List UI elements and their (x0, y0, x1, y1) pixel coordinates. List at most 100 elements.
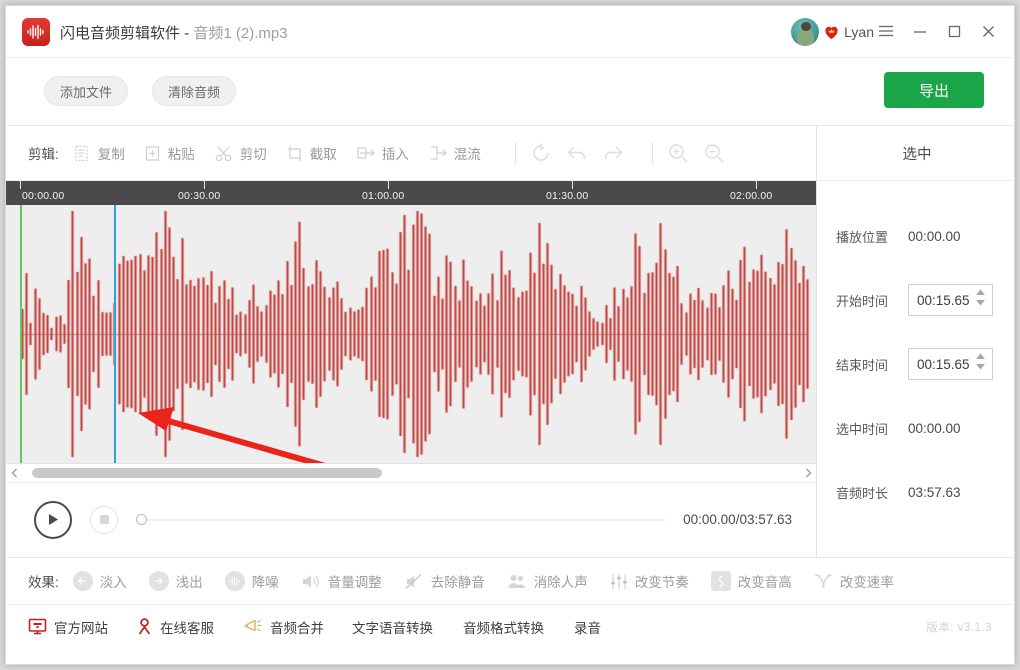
spinner-arrows (975, 353, 986, 370)
remove-vocals-button[interactable]: 消除人声 (507, 571, 588, 591)
audio-merge-link[interactable]: 音频合并 (242, 617, 324, 637)
stop-button[interactable] (90, 505, 118, 534)
clear-audio-button[interactable]: 清除音频 (152, 76, 236, 106)
time-spinner-input[interactable]: 00:15.65 (908, 284, 993, 316)
audio-format-convert-link[interactable]: 音频格式转换 (463, 620, 544, 636)
change-speed-label: 改变速率 (839, 575, 894, 590)
user-account-area[interactable]: Lyan (791, 18, 874, 46)
waveform-display[interactable] (6, 205, 816, 463)
spinner-down-button[interactable] (975, 363, 986, 370)
avatar[interactable] (791, 18, 820, 46)
scroll-left-button[interactable] (6, 468, 22, 478)
ruler-tick (20, 181, 21, 189)
ruler-label: 01:00.00 (362, 190, 405, 202)
selection-row-label: 结束时间 (836, 357, 889, 373)
change-pitch-button[interactable]: 改变音高 (710, 571, 792, 591)
minimize-button[interactable] (904, 16, 936, 46)
megaphone-icon (244, 619, 262, 632)
hamburger-menu-button[interactable] (870, 16, 902, 46)
change-tempo-label: 改变节奏 (634, 575, 689, 590)
zoom-in-button[interactable] (667, 142, 689, 164)
ruler-label: 00:00.00 (22, 190, 65, 202)
seek-slider[interactable] (136, 513, 666, 527)
change-speed-button[interactable]: 改变速率 (814, 571, 894, 591)
scrollbar-track[interactable] (24, 468, 798, 478)
selection-row-label: 开始时间 (836, 293, 889, 309)
maximize-button[interactable] (938, 16, 970, 46)
online-support-label: 在线客服 (160, 620, 214, 636)
paste-label: 粘贴 (167, 147, 195, 162)
remove-silence-label: 去除静音 (430, 575, 485, 590)
noise-reduction-icon (224, 571, 245, 591)
undo-button[interactable] (566, 142, 588, 164)
seek-track[interactable] (143, 518, 666, 521)
copy-icon (75, 145, 88, 161)
close-button[interactable] (972, 16, 1004, 46)
redo-button[interactable] (602, 142, 624, 164)
add-file-button[interactable]: 添加文件 (44, 76, 128, 106)
noise-reduction-button[interactable]: 降噪 (224, 571, 279, 591)
time-spinner-input[interactable]: 00:15.65 (908, 348, 993, 380)
selection-row: 播放位置 00:00.00 (818, 211, 1014, 261)
selection-rows: 播放位置 00:00.00 开始时间 00:15.65 结束时间 00:15.65 选中时间… (818, 181, 1014, 517)
remove-vocals-label: 消除人声 (533, 575, 588, 590)
chevron-right-icon (805, 468, 811, 478)
online-support-link[interactable]: 在线客服 (136, 617, 214, 637)
selection-row: 开始时间 00:15.65 (818, 275, 1014, 325)
record-link[interactable]: 录音 (574, 620, 601, 636)
playhead-cursor[interactable] (114, 205, 116, 463)
selection-row: 结束时间 00:15.65 (818, 339, 1014, 389)
official-website-link[interactable]: 官方网站 (28, 617, 108, 637)
insert-button[interactable]: 插入 (357, 143, 409, 163)
fade-out-button[interactable]: 浅出 (148, 571, 203, 591)
playback-bar: 00:00.00/03:57.63 (6, 483, 816, 556)
redo-icon (604, 146, 622, 160)
toolbar-label: 剪辑: (28, 147, 59, 162)
selection-panel: 选中 播放位置 00:00.00 开始时间 00:15.65 结束时间 00:15.65 选… (818, 126, 1014, 557)
mix-button[interactable]: 混流 (429, 143, 481, 163)
time-spinner-value: 00:15.65 (917, 292, 970, 308)
zoom-out-button[interactable] (703, 142, 725, 164)
reset-button[interactable] (530, 142, 552, 164)
pitch-icon (710, 571, 731, 591)
play-icon (49, 514, 58, 525)
selection-row: 音频时长 03:57.63 (818, 467, 1014, 517)
export-button[interactable]: 导出 (884, 72, 984, 108)
vip-crown-badge-icon (825, 26, 838, 39)
edit-toolbar: 剪辑: 复制 粘贴 (6, 126, 816, 181)
spinner-down-button[interactable] (975, 299, 986, 306)
website-monitor-icon (28, 618, 47, 635)
selection-start-marker[interactable] (20, 205, 22, 463)
spinner-up-button[interactable] (975, 353, 986, 360)
support-person-icon (138, 618, 151, 635)
spinner-up-button[interactable] (975, 289, 986, 296)
selection-row: 选中时间 00:00.00 (818, 403, 1014, 453)
play-button[interactable] (34, 500, 72, 539)
cut-button[interactable]: 剪切 (215, 143, 267, 163)
text-to-speech-link[interactable]: 文字语音转换 (352, 620, 433, 636)
crop-button[interactable]: 截取 (287, 143, 337, 163)
zoom-out-icon (705, 144, 724, 163)
seek-handle[interactable] (136, 513, 147, 525)
horizontal-scrollbar[interactable] (6, 463, 816, 483)
time-display: 00:00.00/03:57.63 (683, 512, 792, 527)
title-bar: 闪电音频剪辑软件 - 音频1 (2).mp3 Lyan (6, 6, 1014, 58)
time-spinner-value: 00:15.65 (917, 356, 970, 372)
cut-label: 剪切 (239, 147, 267, 162)
insert-label: 插入 (381, 147, 409, 162)
paste-button[interactable]: 粘贴 (145, 143, 195, 163)
fade-in-label: 淡入 (99, 575, 127, 590)
insert-icon (357, 146, 375, 159)
scrollbar-thumb[interactable] (32, 468, 382, 478)
close-icon (982, 25, 994, 37)
scroll-right-button[interactable] (800, 468, 816, 478)
main-body: 剪辑: 复制 粘贴 (6, 126, 1014, 557)
remove-silence-button[interactable]: 去除静音 (404, 571, 485, 591)
copy-button[interactable]: 复制 (75, 143, 125, 163)
timeline-ruler[interactable]: 00:00.00 00:30.00 01:00.00 01:30.00 02:00.00 (6, 181, 816, 205)
volume-adjust-button[interactable]: 音量调整 (301, 571, 382, 591)
change-tempo-button[interactable]: 改变节奏 (610, 571, 689, 591)
waveform-canvas[interactable] (6, 205, 816, 463)
tempo-icon (610, 573, 627, 589)
fade-in-button[interactable]: 淡入 (72, 571, 127, 591)
